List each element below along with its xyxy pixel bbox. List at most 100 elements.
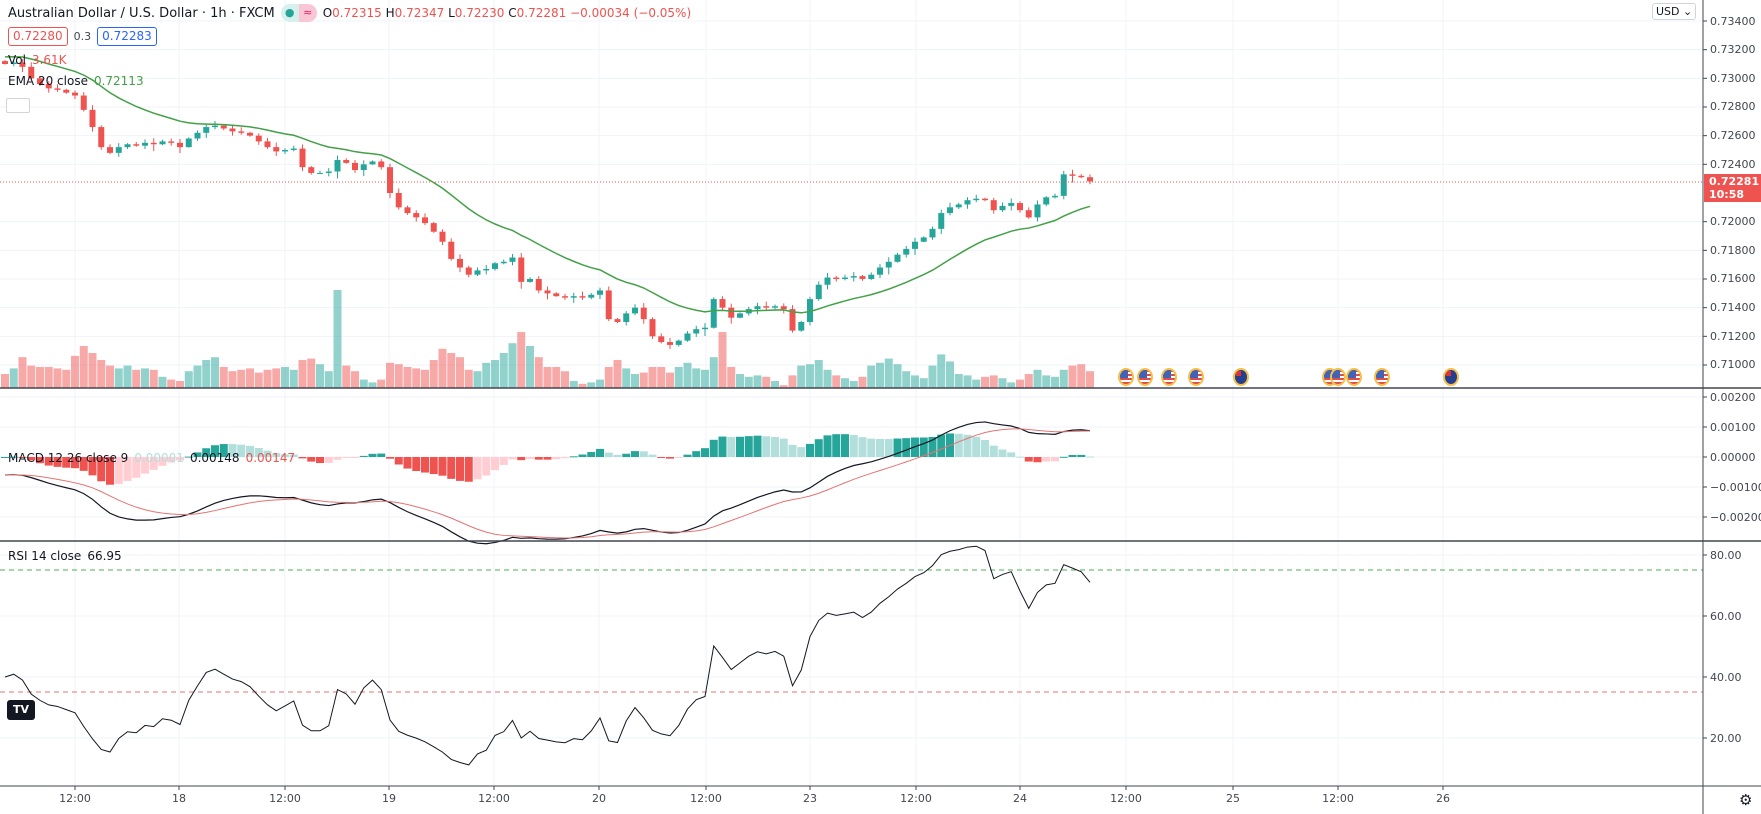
macd-histogram-bar (692, 451, 701, 457)
volume-bar (281, 367, 289, 388)
au-flag-event-icon[interactable] (1233, 368, 1249, 386)
au-flag-event-icon[interactable] (1443, 368, 1459, 386)
macd-histogram-bar (709, 439, 718, 457)
buy-price-button[interactable]: 0.72283 (97, 27, 157, 46)
macd-histogram-bar (998, 449, 1007, 457)
macd-histogram-bar (561, 457, 569, 459)
candle-body (89, 109, 96, 128)
macd-histogram-bar (132, 457, 141, 478)
volume-bar (132, 369, 141, 388)
rsi-value: 66.95 (87, 549, 122, 563)
settings-gear-icon[interactable]: ⚙ (1739, 791, 1753, 809)
macd-histogram-bar (386, 457, 394, 459)
macd-histogram-bar (97, 457, 106, 482)
macd-histogram-bar (281, 454, 289, 457)
us-flag-event-icon[interactable] (1330, 368, 1346, 386)
currency-select[interactable]: USD ⌄ (1652, 3, 1697, 20)
volume-bar (456, 357, 464, 388)
macd-histogram-bar (1007, 452, 1016, 457)
ema-legend[interactable]: EMA 20 close 0.72113 (8, 74, 144, 89)
us-flag-event-icon[interactable] (1118, 368, 1134, 386)
macd-histogram-bar (351, 457, 359, 458)
volume-bar (543, 367, 552, 388)
macd-histogram-bar (569, 456, 578, 458)
symbol-title[interactable]: Australian Dollar / U.S. Dollar · 1h · F… (8, 5, 275, 21)
macd-histogram-bar (858, 437, 867, 457)
candle-body (1017, 203, 1023, 211)
volume-bar (1086, 371, 1094, 388)
candle-body (273, 147, 280, 152)
chevron-down-icon: ⌄ (1683, 5, 1693, 18)
macd-histogram-bar (141, 457, 149, 474)
macd-histogram-bar (657, 457, 666, 458)
volume-bar (254, 372, 263, 388)
volume-bar (674, 367, 683, 388)
volume-bar (79, 346, 88, 388)
volume-bar (464, 369, 473, 388)
candle-body (877, 267, 883, 275)
volume-bar (167, 379, 176, 388)
macd-histogram-bar (919, 437, 928, 457)
us-flag-event-icon[interactable] (1346, 368, 1362, 386)
candle-body (807, 299, 813, 322)
volume-bar (1051, 376, 1059, 388)
macd-histogram-bar (701, 448, 709, 457)
macd-histogram-bar (176, 457, 184, 461)
candle-body (920, 237, 927, 242)
time-tick-label: 18 (172, 792, 186, 805)
us-flag-event-icon[interactable] (1188, 368, 1204, 386)
us-flag-event-icon[interactable] (1374, 368, 1390, 386)
macd-tick-label: 0.00200 (1710, 390, 1756, 404)
volume-bar (858, 376, 867, 388)
macd-histogram-bar (674, 457, 683, 458)
volume-bar (526, 346, 534, 388)
candle-body (640, 307, 647, 320)
volume-bar (639, 372, 648, 388)
axis-ticks (74, 20, 1707, 790)
macd-histogram-bar (342, 457, 351, 458)
candle-body (255, 135, 262, 142)
market-status-badge[interactable]: ● ≈ (280, 4, 317, 22)
us-flag-event-icon[interactable] (1161, 368, 1177, 386)
price-tick-label: 0.72800 (1710, 100, 1756, 114)
macd-histogram-bar (237, 444, 246, 457)
macd-histogram-bar (1042, 457, 1051, 462)
macd-histogram-bar (753, 435, 762, 457)
volume-bar (561, 371, 569, 388)
sell-price-button[interactable]: 0.72280 (8, 27, 68, 46)
rsi-legend[interactable]: RSI 14 close 66.95 (8, 549, 122, 564)
macd-histogram-bar (149, 457, 158, 470)
candle-body (45, 84, 52, 89)
volume-bar (394, 364, 403, 388)
candle-body (509, 257, 516, 262)
volume-bar (316, 364, 324, 388)
candle-body (912, 241, 918, 249)
volume-bar (438, 348, 447, 388)
macd-line (4, 421, 1091, 545)
candle-body (702, 327, 708, 330)
candle-body (28, 66, 35, 79)
volume-bar (342, 365, 351, 388)
macd-histogram-bar (412, 457, 421, 471)
candle-body (903, 248, 910, 255)
macd-histogram-bar (1051, 457, 1059, 462)
volume-bars (1, 290, 1094, 388)
candle-body (282, 149, 288, 152)
macd-tick-label: 0.00000 (1710, 450, 1756, 464)
macd-histogram-bar (631, 451, 639, 457)
volume-legend[interactable]: Vol 3.61K (8, 53, 67, 68)
macd-histogram-bar (902, 438, 911, 457)
volume-bar (1059, 369, 1068, 388)
volume-bar (701, 369, 709, 388)
ohlc-values: O0.72315 H0.72347 L0.72230 C0.72281 −0.0… (322, 5, 692, 20)
collapse-legend-button[interactable] (6, 98, 30, 113)
tradingview-logo[interactable]: TV (7, 700, 35, 720)
macd-histogram-bar (324, 457, 333, 463)
us-flag-event-icon[interactable] (1137, 368, 1153, 386)
volume-bar (648, 367, 657, 388)
candle-body (387, 167, 393, 193)
price-tick-label: 0.71800 (1710, 243, 1756, 257)
macd-legend[interactable]: MACD 12 26 close 9 0.00001 0.00148 0.001… (8, 451, 295, 466)
time-tick-label: 23 (803, 792, 817, 805)
